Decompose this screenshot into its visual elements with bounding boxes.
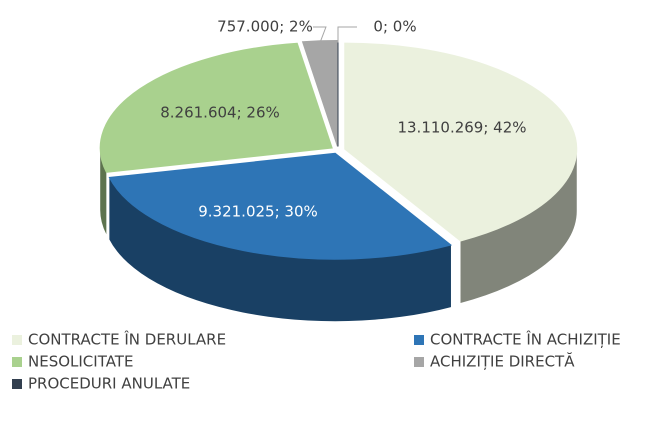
slice — [108, 152, 453, 260]
data-label: 13.110.269; 42% — [397, 119, 526, 137]
data-label: 0; 0% — [373, 18, 416, 36]
slice-side — [460, 149, 577, 303]
data-label: 9.321.025; 30% — [198, 203, 318, 221]
legend-swatch — [12, 335, 22, 345]
slice — [301, 40, 338, 147]
slice — [344, 42, 578, 242]
slice — [99, 42, 333, 173]
legend-swatch — [414, 335, 424, 345]
legend-label: CONTRACTE ÎN DERULARE — [28, 330, 226, 349]
data-label: 8.261.604; 26% — [160, 104, 280, 122]
data-label: 757.000; 2% — [217, 18, 313, 36]
legend-swatch — [414, 357, 424, 367]
slice-side — [109, 177, 451, 322]
leader-line — [313, 26, 327, 43]
legend-label: PROCEDURI ANULATE — [28, 375, 190, 393]
legend-swatch — [12, 379, 22, 389]
legend-swatch — [12, 357, 22, 367]
legend-label: ACHIZIȚIE DIRECTĂ — [430, 352, 575, 371]
legend-label: NESOLICITATE — [28, 353, 133, 371]
legend-label: CONTRACTE ÎN ACHIZIȚIE — [430, 330, 621, 349]
leader-line — [337, 26, 357, 43]
